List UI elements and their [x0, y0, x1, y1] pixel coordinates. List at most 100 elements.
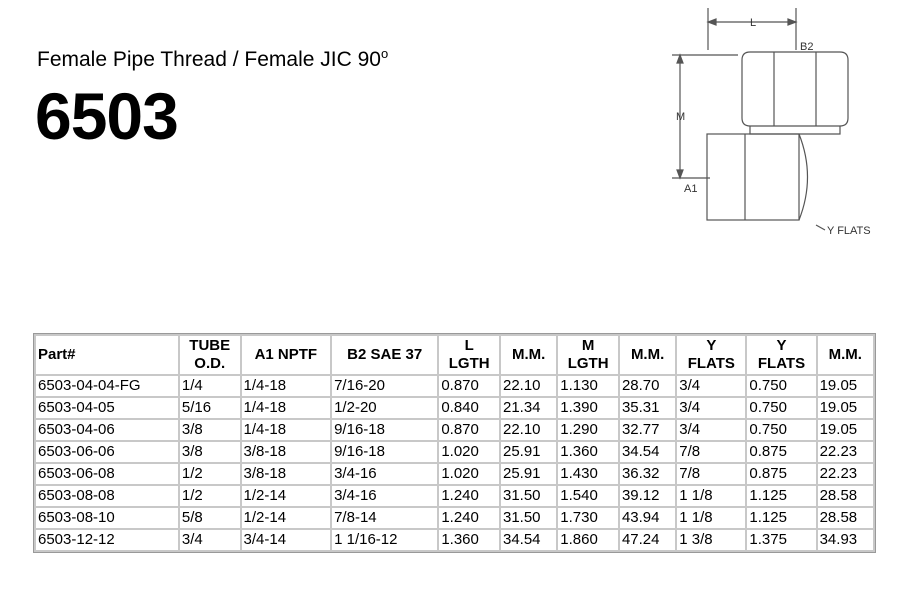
table-row: 6503-12-12 3/4 3/4-14 1 1/16-12 1.360 34.54 1.… [36, 530, 873, 550]
table-row: 6503-04-05 5/16 1/4-18 1/2-20 0.840 21.34 1.39… [36, 398, 873, 418]
table-cell: 22.10 [500, 420, 557, 440]
table-cell: 43.94 [619, 508, 676, 528]
table-cell: 1.240 [439, 486, 499, 506]
table-cell: 1/4-18 [241, 376, 331, 396]
table-cell: 1/4 [179, 376, 240, 396]
table-cell: 1 3/8 [677, 530, 746, 550]
column-header: Y FLATS [747, 336, 816, 374]
table-cell: 6503-04-06 [36, 420, 178, 440]
label-m: M [676, 111, 685, 123]
table-row: 6503-04-06 3/8 1/4-18 9/16-18 0.870 22.10 1.29… [36, 420, 873, 440]
table-cell: 3/4 [179, 530, 240, 550]
table-cell: 3/4 [677, 376, 746, 396]
table-cell: 3/4 [677, 420, 746, 440]
table-cell: 28.70 [619, 376, 676, 396]
table-cell: 31.50 [500, 486, 557, 506]
table-cell: 3/4-16 [332, 464, 438, 484]
label-b2: B2 [800, 41, 813, 53]
subtitle: Female Pipe Thread / Female JIC 90 [37, 48, 381, 71]
header-row: Part# TUBE O.D. A1 NPTF B2 SAE 37 L LGTH M.M.… [36, 336, 873, 374]
table-cell: 0.870 [439, 376, 499, 396]
table-cell: 1.240 [439, 508, 499, 528]
table-cell: 3/4-14 [241, 530, 331, 550]
table-cell: 34.54 [500, 530, 557, 550]
column-header: M.M. [500, 336, 557, 374]
part-title: 6503 [35, 79, 179, 153]
table-cell: 22.23 [817, 464, 873, 484]
table-cell: 19.05 [817, 376, 873, 396]
column-header: M LGTH [558, 336, 618, 374]
fitting-diagram: L B2 M A1 Y FLATS [672, 8, 871, 237]
table-cell: 1.860 [558, 530, 618, 550]
table-cell: 5/8 [179, 508, 240, 528]
table-cell: 0.750 [747, 398, 816, 418]
table-cell: 3/8-18 [241, 464, 331, 484]
table-cell: 6503-06-06 [36, 442, 178, 462]
table-cell: 0.750 [747, 420, 816, 440]
table-cell: 1.020 [439, 442, 499, 462]
table-cell: 0.875 [747, 442, 816, 462]
table-cell: 0.870 [439, 420, 499, 440]
table-cell: 1/2 [179, 486, 240, 506]
table-cell: 31.50 [500, 508, 557, 528]
table-cell: 7/8 [677, 464, 746, 484]
table-cell: 1.730 [558, 508, 618, 528]
table-row: 6503-08-10 5/8 1/2-14 7/8-14 1.240 31.50 1.730… [36, 508, 873, 528]
table-cell: 1.360 [439, 530, 499, 550]
table-cell: 6503-06-08 [36, 464, 178, 484]
label-l: L [750, 17, 756, 29]
table-cell: 9/16-18 [332, 442, 438, 462]
table-cell: 1.375 [747, 530, 816, 550]
table-cell: 1.125 [747, 486, 816, 506]
table-cell: 34.93 [817, 530, 873, 550]
degree-mark: o [380, 46, 389, 61]
table-cell: 0.750 [747, 376, 816, 396]
table-row: 6503-06-06 3/8 3/8-18 9/16-18 1.020 25.91 1.36… [36, 442, 873, 462]
table-cell: 1/2-20 [332, 398, 438, 418]
table-cell: 36.32 [619, 464, 676, 484]
column-header: Y FLATS [677, 336, 746, 374]
table-cell: 6503-08-10 [36, 508, 178, 528]
table-cell: 1.125 [747, 508, 816, 528]
table-cell: 1 1/16-12 [332, 530, 438, 550]
table-cell: 1.360 [558, 442, 618, 462]
table-cell: 34.54 [619, 442, 676, 462]
table-cell: 39.12 [619, 486, 676, 506]
subtitle-wrap: Female Pipe Thread / Female JIC 90o [37, 46, 388, 72]
table-cell: 7/8-14 [332, 508, 438, 528]
table-cell: 1/2 [179, 464, 240, 484]
table-cell: 1/2-14 [241, 486, 331, 506]
table-cell: 6503-04-05 [36, 398, 178, 418]
table-cell: 7/16-20 [332, 376, 438, 396]
table-cell: 1 1/8 [677, 508, 746, 528]
column-header: Part# [36, 336, 178, 374]
table-cell: 3/4 [677, 398, 746, 418]
table-cell: 6503-04-04-FG [36, 376, 178, 396]
table-cell: 3/8 [179, 442, 240, 462]
column-header: M.M. [619, 336, 676, 374]
table-cell: 28.58 [817, 486, 873, 506]
table-cell: 3/8 [179, 420, 240, 440]
table-cell: 47.24 [619, 530, 676, 550]
table-cell: 19.05 [817, 420, 873, 440]
table-cell: 0.840 [439, 398, 499, 418]
column-header: B2 SAE 37 [332, 336, 438, 374]
table-cell: 6503-12-12 [36, 530, 178, 550]
spec-table: Part# TUBE O.D. A1 NPTF B2 SAE 37 L LGTH M.M.… [33, 333, 876, 553]
table-row: 6503-04-04-FG 1/4 1/4-18 7/16-20 0.870 22.10 1… [36, 376, 873, 396]
table-cell: 1.130 [558, 376, 618, 396]
table-cell: 0.875 [747, 464, 816, 484]
table-body: 6503-04-04-FG 1/4 1/4-18 7/16-20 0.870 22.10 1… [36, 376, 873, 550]
column-header: L LGTH [439, 336, 499, 374]
table-cell: 3/4-16 [332, 486, 438, 506]
label-y-flats: Y FLATS [827, 225, 871, 237]
table-cell: 25.91 [500, 464, 557, 484]
table-row: 6503-06-08 1/2 3/8-18 3/4-16 1.020 25.91 1.430… [36, 464, 873, 484]
table-cell: 1.430 [558, 464, 618, 484]
table-cell: 22.10 [500, 376, 557, 396]
table-cell: 1.020 [439, 464, 499, 484]
table-cell: 32.77 [619, 420, 676, 440]
table-cell: 1/4-18 [241, 420, 331, 440]
table-cell: 1.540 [558, 486, 618, 506]
